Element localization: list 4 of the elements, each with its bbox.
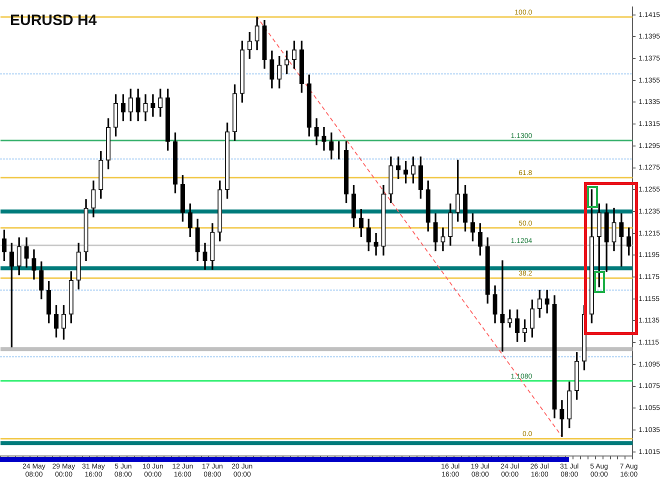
- candlestick: [500, 260, 505, 352]
- candlestick: [374, 233, 378, 256]
- candlestick: [150, 94, 156, 117]
- chart-title: EURUSD H4: [10, 12, 97, 29]
